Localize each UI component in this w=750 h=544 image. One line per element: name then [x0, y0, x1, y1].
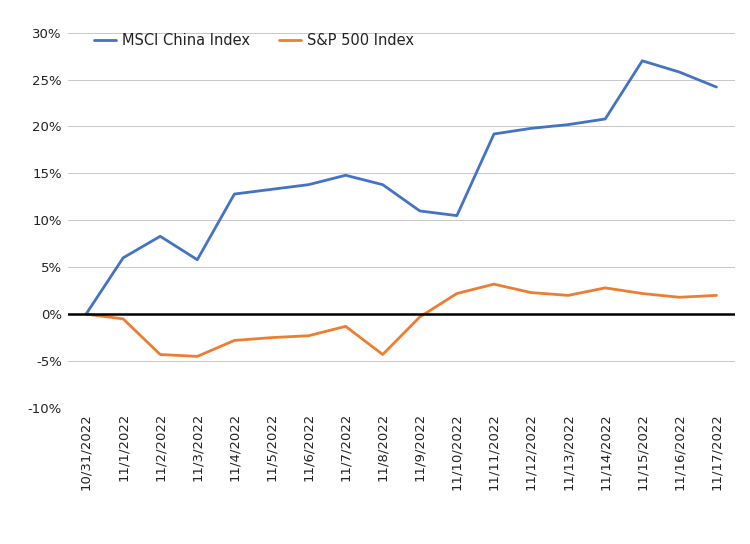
- S&P 500 Index: [452, 290, 461, 297]
- Line: S&P 500 Index: S&P 500 Index: [86, 284, 716, 356]
- MSCI China Index: [230, 191, 238, 197]
- MSCI China Index: [118, 255, 128, 261]
- S&P 500 Index: [82, 311, 91, 318]
- S&P 500 Index: [563, 292, 572, 299]
- MSCI China Index: [82, 311, 91, 318]
- S&P 500 Index: [490, 281, 499, 287]
- S&P 500 Index: [304, 332, 313, 339]
- MSCI China Index: [675, 69, 684, 75]
- S&P 500 Index: [416, 314, 424, 320]
- S&P 500 Index: [526, 289, 536, 296]
- MSCI China Index: [526, 125, 536, 132]
- MSCI China Index: [452, 212, 461, 219]
- S&P 500 Index: [156, 351, 165, 358]
- S&P 500 Index: [230, 337, 238, 344]
- MSCI China Index: [712, 84, 721, 90]
- MSCI China Index: [156, 233, 165, 239]
- MSCI China Index: [193, 256, 202, 263]
- Line: MSCI China Index: MSCI China Index: [86, 61, 716, 314]
- S&P 500 Index: [193, 353, 202, 360]
- S&P 500 Index: [118, 316, 128, 322]
- MSCI China Index: [601, 116, 610, 122]
- S&P 500 Index: [638, 290, 646, 297]
- S&P 500 Index: [712, 292, 721, 299]
- S&P 500 Index: [601, 285, 610, 291]
- MSCI China Index: [304, 181, 313, 188]
- S&P 500 Index: [267, 335, 276, 341]
- MSCI China Index: [378, 181, 387, 188]
- S&P 500 Index: [378, 351, 387, 358]
- S&P 500 Index: [341, 323, 350, 330]
- MSCI China Index: [638, 58, 646, 64]
- MSCI China Index: [490, 131, 499, 137]
- S&P 500 Index: [675, 294, 684, 300]
- MSCI China Index: [416, 208, 424, 214]
- MSCI China Index: [341, 172, 350, 178]
- MSCI China Index: [563, 121, 572, 128]
- Legend: MSCI China Index, S&P 500 Index: MSCI China Index, S&P 500 Index: [94, 33, 414, 48]
- MSCI China Index: [267, 186, 276, 193]
